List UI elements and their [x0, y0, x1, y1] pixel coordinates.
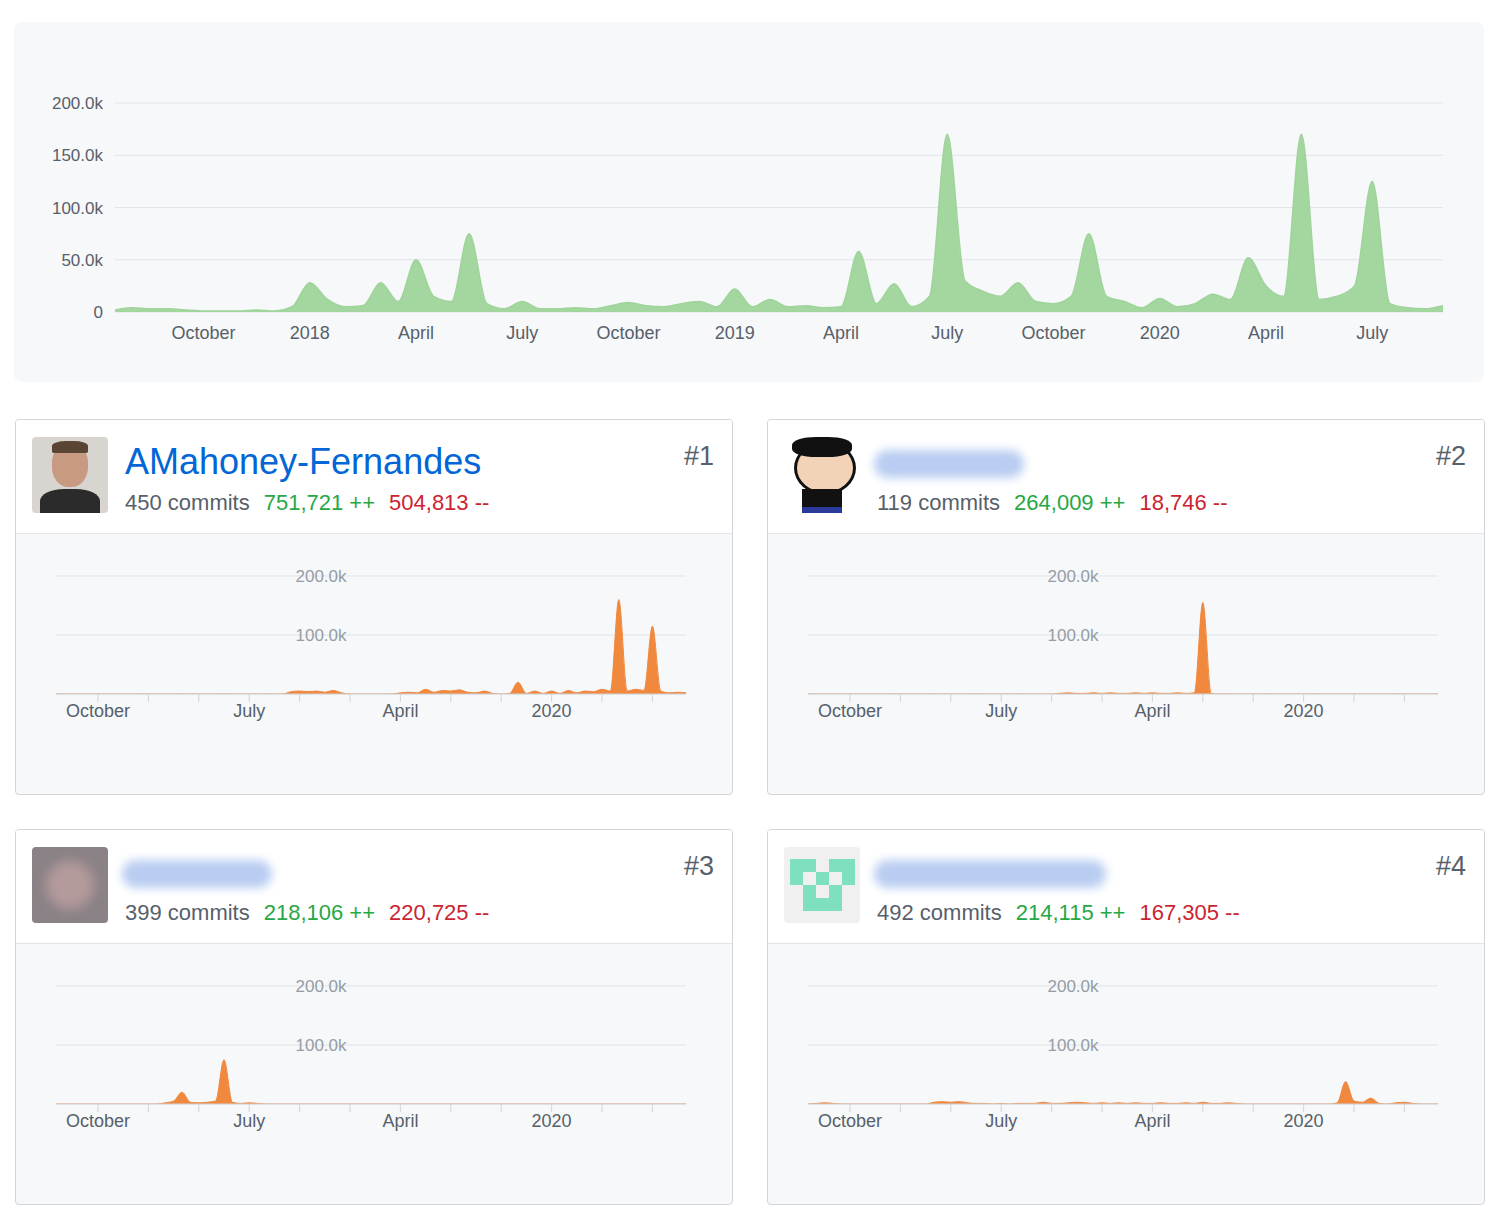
svg-text:0: 0 — [94, 303, 103, 322]
svg-text:200.0k: 200.0k — [295, 567, 347, 586]
svg-text:100.0k: 100.0k — [295, 626, 347, 645]
svg-text:2020: 2020 — [1140, 323, 1180, 343]
html-text:#1: #1 — [684, 441, 714, 471]
html-text:220,725 --: 220,725 -- — [389, 900, 490, 925]
svg-text:October: October — [66, 701, 130, 721]
svg-text:July: July — [985, 701, 1017, 721]
svg-text:50.0k: 50.0k — [61, 251, 103, 270]
svg-text:July: July — [1356, 323, 1388, 343]
svg-text:200.0k: 200.0k — [1047, 567, 1099, 586]
html-text:18,746 --: 18,746 -- — [1139, 490, 1228, 515]
html-text:167,305 --: 167,305 -- — [1139, 900, 1240, 925]
html-text:AMahoney-Fernandes: AMahoney-Fernandes — [125, 441, 482, 482]
svg-text:April: April — [1134, 1111, 1170, 1131]
html-text:#3: #3 — [684, 851, 714, 881]
html-text:492 commits: 492 commits — [877, 900, 1002, 925]
svg-text:July: July — [506, 323, 538, 343]
svg-text:April: April — [382, 1111, 418, 1131]
svg-text:July: July — [233, 1111, 265, 1131]
html-text:751,721 ++: 751,721 ++ — [263, 490, 376, 515]
svg-text:2020: 2020 — [1284, 1111, 1324, 1131]
svg-text:April: April — [823, 323, 859, 343]
svg-text:October: October — [66, 1111, 130, 1131]
svg-text:2020: 2020 — [1284, 701, 1324, 721]
svg-text:July: July — [985, 1111, 1017, 1131]
html-text:119 commits: 119 commits — [877, 490, 1001, 515]
svg-text:April: April — [1134, 701, 1170, 721]
svg-text:2020: 2020 — [532, 701, 572, 721]
svg-text:April: April — [382, 701, 418, 721]
html-text:504,813 --: 504,813 -- — [389, 490, 490, 515]
svg-text:100.0k: 100.0k — [1047, 1036, 1099, 1055]
svg-text:October: October — [172, 323, 236, 343]
svg-text:2018: 2018 — [290, 323, 330, 343]
svg-text:2020: 2020 — [532, 1111, 572, 1131]
svg-text:October: October — [1021, 323, 1085, 343]
html-text:#2: #2 — [1436, 441, 1466, 471]
svg-text:April: April — [1248, 323, 1284, 343]
html-text:#4: #4 — [1436, 851, 1466, 881]
svg-text:200.0k: 200.0k — [295, 977, 347, 996]
html-text:218,106 ++: 218,106 ++ — [263, 900, 376, 925]
svg-text:100.0k: 100.0k — [52, 199, 104, 218]
svg-text:October: October — [818, 701, 882, 721]
html-text:214,115 ++: 214,115 ++ — [1015, 900, 1126, 925]
html-text:399 commits: 399 commits — [125, 900, 250, 925]
svg-text:October: October — [818, 1111, 882, 1131]
svg-text:100.0k: 100.0k — [1047, 626, 1099, 645]
svg-text:200.0k: 200.0k — [1047, 977, 1099, 996]
html-text:264,009 ++: 264,009 ++ — [1014, 490, 1126, 515]
svg-text:2019: 2019 — [715, 323, 755, 343]
html-text:450 commits: 450 commits — [125, 490, 250, 515]
svg-text:July: July — [931, 323, 963, 343]
svg-text:October: October — [596, 323, 660, 343]
svg-text:April: April — [398, 323, 434, 343]
svg-text:150.0k: 150.0k — [52, 146, 104, 165]
svg-text:100.0k: 100.0k — [295, 1036, 347, 1055]
svg-text:200.0k: 200.0k — [52, 94, 104, 113]
svg-text:July: July — [233, 701, 265, 721]
